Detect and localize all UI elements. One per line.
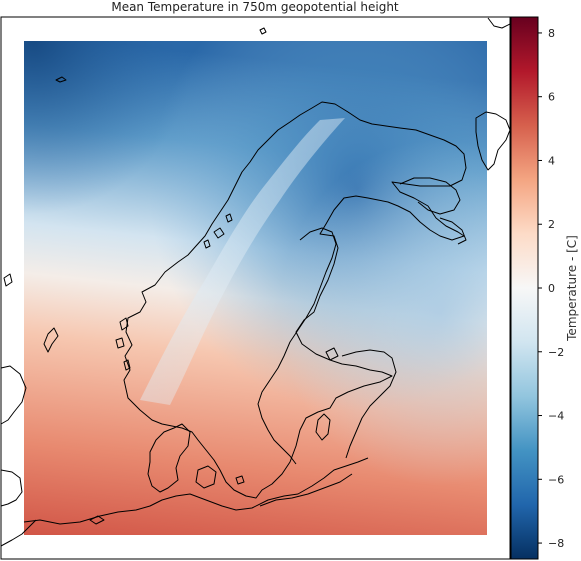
coastline-frisian — [89, 515, 105, 525]
colorbar-ticks: 8 6 4 2 0 −2 −4 −6 −8 — [538, 27, 564, 550]
coastline-zealand — [195, 465, 217, 489]
temperature-field-northwest-cold — [24, 41, 487, 535]
coastline-aland — [325, 347, 339, 361]
colorbar-label: Temperature - [C] — [565, 235, 579, 342]
colorbar-tick-label: −4 — [548, 410, 564, 423]
coastline-shetland — [43, 327, 59, 353]
colorbar-tick-label: −6 — [548, 473, 564, 486]
coastline-baltic-east — [341, 349, 397, 459]
coastline-denmark — [147, 423, 191, 493]
figure-title: Mean Temperature in 750m geopotential he… — [111, 0, 399, 14]
colorbar-gradient — [510, 16, 539, 560]
coastline-lofoten — [203, 213, 233, 249]
coastline-white-sea — [439, 217, 467, 245]
coastline-bornholm — [235, 475, 245, 485]
coastline-faroe — [3, 273, 13, 287]
colorbar: 8 6 4 2 0 −2 −4 −6 −8 Temperature - [C] — [510, 16, 579, 560]
colorbar-tick-label: 2 — [548, 218, 555, 231]
coastline-gulf-of-bothnia — [257, 227, 337, 465]
coastlines — [0, 17, 511, 547]
coastline-islands-west-norway — [115, 317, 131, 371]
coastline-novaya-zemlya — [475, 111, 511, 171]
temperature-field — [24, 41, 487, 535]
coastline-jan-mayen — [259, 27, 267, 35]
colorbar-tick-label: 4 — [548, 154, 555, 167]
coastline-poland — [259, 473, 353, 507]
colorbar-tick-label: −2 — [548, 346, 564, 359]
coastline-kola — [399, 177, 461, 215]
map-panel — [0, 16, 511, 560]
mountain-ridge-shading — [140, 118, 345, 405]
coastline-top-right-land — [487, 17, 511, 29]
coastline-small-island-nw — [55, 76, 67, 83]
colorbar-tick-label: −8 — [548, 537, 564, 550]
coastline-uk-south — [0, 469, 23, 507]
coastline-uk-edge — [0, 365, 27, 425]
coastline-scandinavia — [123, 101, 467, 499]
coastline-gotland — [315, 413, 331, 441]
colorbar-tick-label: 8 — [548, 27, 555, 40]
colorbar-tick-label: 6 — [548, 91, 555, 104]
colorbar-tick-label: 0 — [548, 282, 555, 295]
coastline-netherlands — [0, 519, 37, 547]
